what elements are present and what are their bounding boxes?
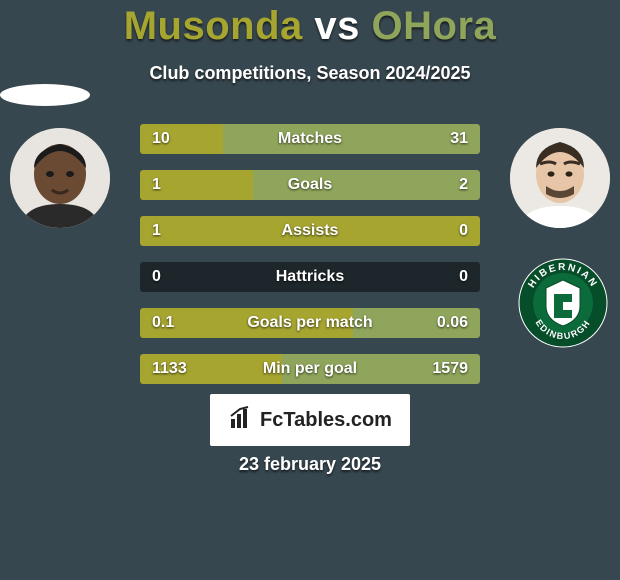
date-text: 23 february 2025	[0, 454, 620, 475]
stat-label: Matches	[140, 124, 480, 154]
player-left-avatar	[10, 128, 110, 228]
player-right-club-badge: HIBERNIAN EDINBURGH	[518, 258, 608, 348]
stat-row: 10Assists	[140, 216, 480, 246]
stat-label: Assists	[140, 216, 480, 246]
brand-icon	[228, 405, 254, 436]
stat-label: Goals	[140, 170, 480, 200]
brand-text: FcTables.com	[260, 409, 392, 432]
stat-row: 00Hattricks	[140, 262, 480, 292]
title-vs: vs	[314, 4, 360, 48]
stat-row: 1031Matches	[140, 124, 480, 154]
title-left: Musonda	[124, 4, 303, 48]
stat-row: 0.10.06Goals per match	[140, 308, 480, 338]
player-left-club-badge	[0, 84, 90, 106]
stat-label: Goals per match	[140, 308, 480, 338]
stat-row: 11331579Min per goal	[140, 354, 480, 384]
title-right: OHora	[372, 4, 497, 48]
brand-badge: FcTables.com	[210, 394, 410, 446]
player-right-avatar	[510, 128, 610, 228]
stat-label: Min per goal	[140, 354, 480, 384]
stat-row: 12Goals	[140, 170, 480, 200]
comparison-bars: 1031Matches 12Goals 10Assists 00Hattricks 0.…	[140, 124, 480, 400]
stat-label: Hattricks	[140, 262, 480, 292]
page-title: Musonda vs OHora	[0, 4, 620, 49]
subtitle: Club competitions, Season 2024/2025	[0, 63, 620, 84]
